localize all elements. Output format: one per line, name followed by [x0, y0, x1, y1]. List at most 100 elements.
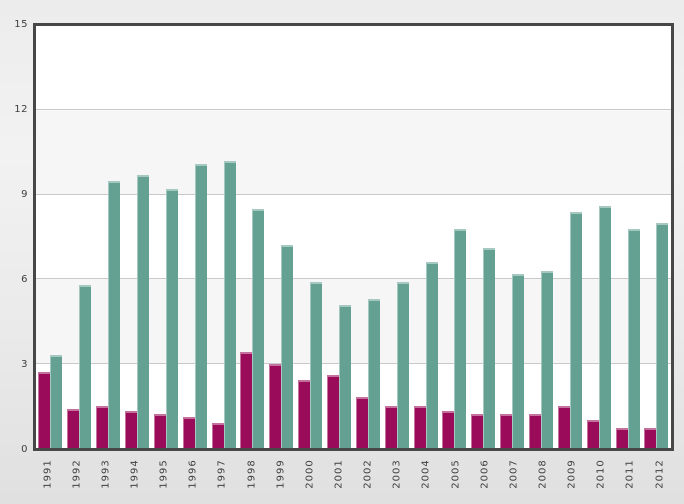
bar-series-1-maroon-2001: [327, 374, 340, 448]
x-tick-label-1994: 1994: [129, 459, 141, 489]
bar-series-2-teal-1991: [50, 355, 63, 448]
bar-series-2-teal-2009: [569, 211, 582, 448]
bar-group-2006: [469, 26, 498, 448]
y-tick-label-9: 9: [21, 189, 28, 200]
x-tick-label-1995: 1995: [158, 459, 170, 489]
bar-series-1-maroon-1995: [153, 414, 166, 448]
x-tick-label-2003: 2003: [391, 459, 403, 489]
y-tick-label-0: 0: [21, 444, 28, 455]
bar-group-2002: [353, 26, 382, 448]
bar-series-1-maroon-2012: [644, 428, 657, 448]
x-tick-1997: 1997: [208, 453, 237, 495]
bar-series-2-teal-1992: [79, 284, 92, 448]
bar-series-container: [36, 26, 671, 448]
bar-series-2-teal-2006: [483, 248, 496, 448]
bar-series-2-teal-1993: [108, 180, 121, 448]
y-tick-label-12: 12: [14, 104, 28, 115]
bar-group-2004: [411, 26, 440, 448]
x-tick-label-2007: 2007: [508, 459, 520, 489]
gridline-12: [36, 109, 671, 111]
bar-series-1-maroon-2006: [471, 414, 484, 448]
bar-series-1-maroon-2005: [442, 411, 455, 448]
x-tick-label-1997: 1997: [216, 459, 228, 489]
bar-series-1-maroon-2004: [413, 405, 426, 448]
bar-group-1998: [238, 26, 267, 448]
x-tick-label-2001: 2001: [333, 459, 345, 489]
x-tick-label-1992: 1992: [71, 459, 83, 489]
bar-series-2-teal-2002: [367, 298, 380, 448]
x-tick-label-2010: 2010: [595, 459, 607, 489]
x-tick-2002: 2002: [354, 453, 383, 495]
x-tick-2004: 2004: [412, 453, 441, 495]
bar-series-1-maroon-2010: [586, 419, 599, 448]
x-tick-1999: 1999: [266, 453, 295, 495]
bar-series-1-maroon-2002: [355, 397, 368, 448]
y-tick-label-3: 3: [21, 359, 28, 370]
bar-series-1-maroon-1992: [67, 408, 80, 448]
bar-series-1-maroon-1991: [38, 372, 51, 448]
bar-series-1-maroon-2007: [500, 414, 513, 448]
bar-series-2-teal-1995: [165, 189, 178, 448]
x-tick-1994: 1994: [120, 453, 149, 495]
x-tick-label-2005: 2005: [450, 459, 462, 489]
gridline-6: [36, 278, 671, 280]
bar-series-2-teal-1996: [194, 163, 207, 448]
x-tick-2012: 2012: [645, 453, 674, 495]
bar-group-2000: [296, 26, 325, 448]
bar-group-1997: [209, 26, 238, 448]
bar-series-1-maroon-1993: [96, 405, 109, 448]
bar-series-1-maroon-2011: [615, 428, 628, 448]
bar-series-2-teal-2000: [310, 282, 323, 448]
bar-group-2010: [584, 26, 613, 448]
bar-series-2-teal-1999: [281, 245, 294, 448]
bar-group-2009: [555, 26, 584, 448]
x-tick-2011: 2011: [616, 453, 645, 495]
x-tick-1992: 1992: [62, 453, 91, 495]
x-tick-2010: 2010: [587, 453, 616, 495]
x-tick-1996: 1996: [179, 453, 208, 495]
y-tick-label-6: 6: [21, 274, 28, 285]
bar-group-2001: [325, 26, 354, 448]
x-tick-label-2002: 2002: [362, 459, 374, 489]
bar-series-1-maroon-1998: [240, 352, 253, 448]
bar-series-2-teal-2011: [627, 228, 640, 448]
bar-group-2003: [382, 26, 411, 448]
x-tick-label-1998: 1998: [246, 459, 258, 489]
x-tick-label-2012: 2012: [654, 459, 666, 489]
x-tick-2005: 2005: [441, 453, 470, 495]
x-tick-label-2000: 2000: [304, 459, 316, 489]
bar-group-2011: [613, 26, 642, 448]
x-tick-1998: 1998: [237, 453, 266, 495]
bar-group-1991: [36, 26, 65, 448]
bar-group-1995: [151, 26, 180, 448]
bar-series-1-maroon-2003: [384, 405, 397, 448]
x-tick-2007: 2007: [499, 453, 528, 495]
bar-series-2-teal-1998: [252, 208, 265, 448]
x-tick-label-2009: 2009: [566, 459, 578, 489]
bar-series-1-maroon-1994: [125, 411, 137, 448]
x-tick-label-2011: 2011: [624, 459, 636, 489]
bar-series-2-teal-1994: [137, 175, 149, 448]
bar-series-2-teal-2007: [512, 273, 525, 448]
x-tick-1993: 1993: [91, 453, 120, 495]
bar-series-2-teal-2012: [656, 222, 669, 448]
bar-series-1-maroon-1997: [211, 422, 224, 448]
plot-area: [33, 23, 674, 451]
bar-series-2-teal-1997: [223, 161, 236, 448]
bar-group-2007: [498, 26, 527, 448]
bar-series-1-maroon-2009: [557, 405, 570, 448]
bar-series-1-maroon-2000: [298, 380, 311, 448]
bar-series-2-teal-2001: [339, 304, 352, 448]
x-axis: 1991 1992 1993 1994 1995 1996 1997 1998 1999 2000…: [33, 453, 674, 495]
x-tick-2006: 2006: [470, 453, 499, 495]
bar-group-1992: [65, 26, 94, 448]
bar-series-2-teal-2004: [425, 262, 438, 448]
bar-group-1999: [267, 26, 296, 448]
bar-group-2005: [440, 26, 469, 448]
x-tick-label-2008: 2008: [537, 459, 549, 489]
bar-group-1994: [123, 26, 152, 448]
x-tick-label-2006: 2006: [479, 459, 491, 489]
x-tick-2008: 2008: [528, 453, 557, 495]
x-tick-1991: 1991: [33, 453, 62, 495]
